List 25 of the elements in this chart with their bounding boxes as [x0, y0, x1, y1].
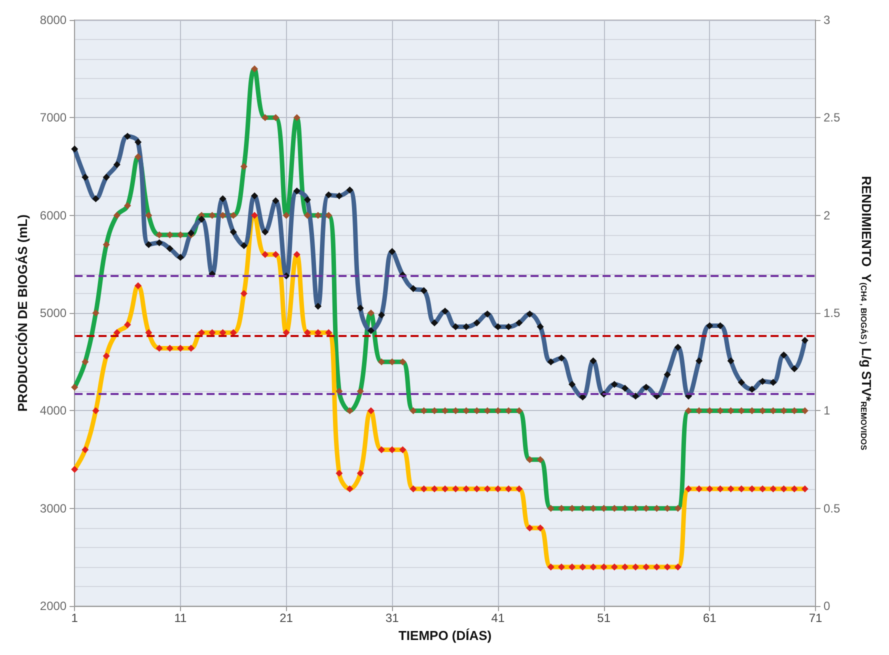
y-tick-label: 4000 [40, 404, 67, 418]
x-tick-label: 71 [808, 611, 822, 626]
y-tick-label: 3000 [40, 501, 67, 516]
y-tick-label: 8000 [40, 13, 67, 27]
x-tick-label: 11 [174, 611, 187, 626]
y2-tick-label: 0 [824, 599, 830, 614]
y2-tick-label: 1.5 [824, 306, 841, 320]
y2-tick-label: 2 [824, 208, 830, 222]
y2-axis-title: RENDIMIENTO Y(CH4 , BIOGÁS ) L/g STV*REMOVIDOS [859, 176, 874, 451]
y2-tick-label: 2.5 [824, 110, 841, 125]
x-tick-label: 31 [385, 611, 400, 626]
y-tick-label: 7000 [40, 110, 67, 125]
y-tick-label: 2000 [40, 599, 67, 614]
x-tick-label: 1 [71, 611, 78, 626]
y-axis-title: PRODUCCIÓN DE BIOGÁS (mL) [15, 214, 30, 412]
x-tick-label: 51 [597, 611, 611, 626]
y2-tick-label: 3 [824, 13, 830, 27]
x-tick-label: 61 [702, 611, 717, 626]
x-axis-title: TIEMPO (DÍAS) [398, 628, 492, 643]
y2-tick-label: 1 [824, 404, 830, 418]
x-tick-label: 21 [280, 611, 294, 626]
y-tick-label: 5000 [40, 306, 67, 320]
y2-tick-label: 0.5 [824, 501, 841, 516]
x-tick-label: 41 [491, 611, 505, 626]
y-tick-label: 6000 [40, 208, 67, 222]
